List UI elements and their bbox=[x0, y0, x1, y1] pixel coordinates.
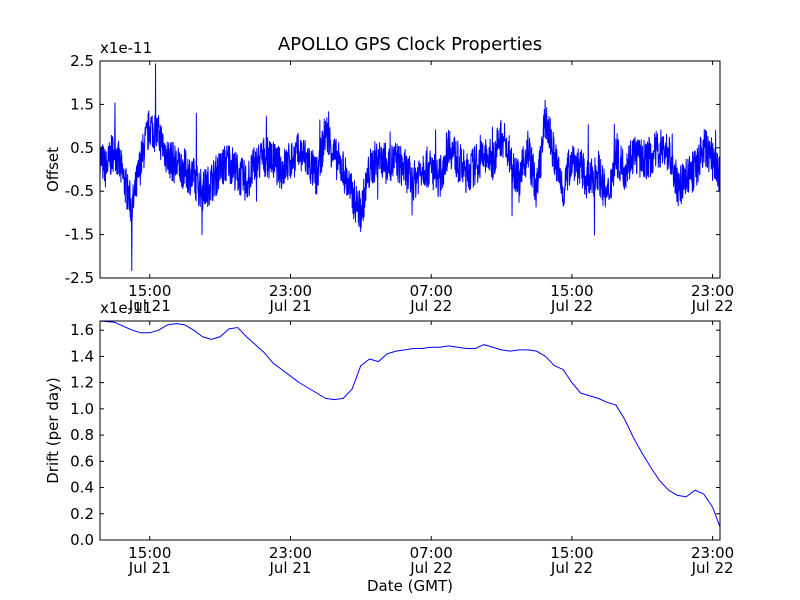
xtick-label-date: Jul 22 bbox=[409, 559, 452, 577]
ytick-label: -1.5 bbox=[65, 226, 94, 244]
xtick-label-date: Jul 22 bbox=[409, 297, 452, 315]
xtick-label-date: Jul 21 bbox=[128, 559, 171, 577]
y-multiplier: x1e-11 bbox=[100, 299, 152, 317]
xtick-label-date: Jul 22 bbox=[691, 559, 734, 577]
plot-frame bbox=[99, 320, 721, 541]
ytick-label: 0.6 bbox=[70, 452, 94, 470]
ytick-label: 1.2 bbox=[70, 374, 94, 392]
xtick-label-time: 07:00 bbox=[410, 544, 453, 562]
ytick-label: 1.0 bbox=[70, 400, 94, 418]
y-axis-label: Offset bbox=[44, 147, 62, 192]
ytick-label: 0.5 bbox=[70, 139, 94, 157]
x-axis-label: Date (GMT) bbox=[367, 577, 453, 595]
xtick-label-time: 15:00 bbox=[128, 544, 171, 562]
xtick-label-date: Jul 22 bbox=[550, 559, 593, 577]
xtick-label-time: 15:00 bbox=[550, 282, 593, 300]
xtick-label-time: 23:00 bbox=[269, 544, 312, 562]
xtick-label-time: 23:00 bbox=[691, 544, 734, 562]
xtick-label-date: Jul 22 bbox=[691, 297, 734, 315]
series-line-0 bbox=[99, 63, 721, 272]
ytick-label: 0.2 bbox=[70, 505, 94, 523]
series-line-0 bbox=[99, 320, 721, 528]
ytick-label: 0.4 bbox=[70, 479, 94, 497]
y-axis-label: Drift (per day) bbox=[44, 377, 62, 484]
xtick-label-date: Jul 22 bbox=[550, 297, 593, 315]
xtick-label-time: 23:00 bbox=[269, 282, 312, 300]
ytick-label: 1.4 bbox=[70, 347, 94, 365]
y-multiplier: x1e-11 bbox=[100, 39, 152, 57]
xtick-label-date: Jul 21 bbox=[128, 297, 171, 315]
xtick-label-date: Jul 21 bbox=[269, 297, 312, 315]
xtick-label-time: 15:00 bbox=[128, 282, 171, 300]
ytick-label: -0.5 bbox=[65, 182, 94, 200]
xtick-label-time: 07:00 bbox=[410, 282, 453, 300]
xtick-label-date: Jul 21 bbox=[269, 559, 312, 577]
ytick-label: 2.5 bbox=[70, 52, 94, 70]
ytick-label: 1.6 bbox=[70, 321, 94, 339]
ytick-label: 1.5 bbox=[70, 95, 94, 113]
ytick-label: 0.0 bbox=[70, 531, 94, 549]
chart-title: APOLLO GPS Clock Properties bbox=[278, 34, 542, 55]
plot-frame bbox=[99, 60, 721, 279]
xtick-label-time: 23:00 bbox=[691, 282, 734, 300]
ytick-label: 0.8 bbox=[70, 426, 94, 444]
xtick-label-time: 15:00 bbox=[550, 544, 593, 562]
ytick-label: -2.5 bbox=[65, 269, 94, 287]
